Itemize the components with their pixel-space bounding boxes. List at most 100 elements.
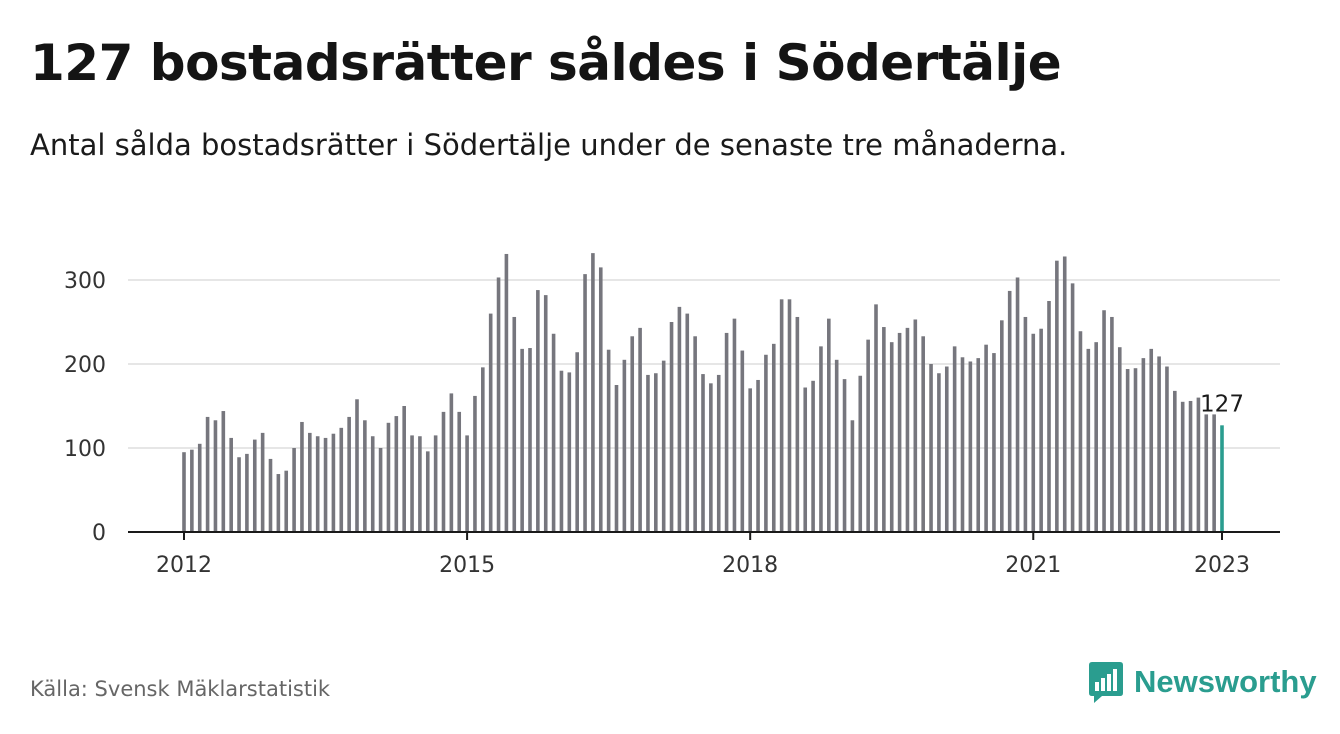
bar xyxy=(669,322,674,532)
bar xyxy=(976,358,981,532)
bar xyxy=(779,299,784,532)
y-tick-label: 100 xyxy=(64,437,106,462)
bar xyxy=(913,319,918,532)
bar xyxy=(606,349,611,532)
bar-chart: 0 100 200 300 2012 2015 2018 2021 2023 127 xyxy=(64,253,1280,578)
bar xyxy=(323,437,328,532)
bar xyxy=(1188,400,1193,532)
bar xyxy=(347,416,351,532)
bar xyxy=(1031,333,1036,532)
source-note: Källa: Svensk Mäklarstatistik xyxy=(30,677,331,701)
bar xyxy=(1055,260,1059,532)
bar xyxy=(834,359,839,532)
bar xyxy=(551,333,556,532)
bar xyxy=(1102,310,1106,532)
bar xyxy=(1070,283,1075,532)
bar xyxy=(1094,342,1098,532)
bar xyxy=(355,399,359,532)
chart-title: 127 bostadsrätter såldes i Södertälje xyxy=(30,34,1062,92)
y-tick-label: 0 xyxy=(92,521,106,546)
bar xyxy=(764,354,768,532)
bar xyxy=(819,346,823,532)
bar xyxy=(1141,358,1146,532)
bar xyxy=(1047,301,1051,532)
bar xyxy=(1117,347,1122,532)
bar xyxy=(614,385,619,532)
bar xyxy=(929,364,933,532)
bar xyxy=(528,348,532,532)
bar xyxy=(559,370,564,532)
bar xyxy=(598,267,603,532)
bar xyxy=(284,470,289,532)
bar xyxy=(756,379,760,532)
bar xyxy=(992,353,996,532)
bar xyxy=(889,342,894,532)
brand-logo[interactable]: Newsworthy xyxy=(1088,660,1317,704)
bar xyxy=(701,374,705,532)
bar xyxy=(221,411,226,532)
bar xyxy=(960,357,965,532)
bar xyxy=(575,352,579,532)
bar xyxy=(630,336,635,532)
highlight-value-label: 127 xyxy=(1200,391,1244,417)
bar xyxy=(441,411,446,532)
bar xyxy=(850,420,855,532)
bar xyxy=(331,433,336,532)
bar xyxy=(245,453,249,532)
bar xyxy=(583,274,587,532)
bar xyxy=(677,306,682,532)
bar xyxy=(795,316,800,532)
bar xyxy=(252,439,257,532)
bar xyxy=(504,253,509,532)
bar xyxy=(803,387,808,532)
highlight-bar xyxy=(1220,425,1224,532)
bar xyxy=(937,373,941,532)
bar xyxy=(968,361,973,532)
bar xyxy=(308,432,312,532)
bar xyxy=(449,393,454,532)
bar xyxy=(646,374,650,532)
bar xyxy=(520,348,524,532)
bar xyxy=(292,448,296,532)
bar xyxy=(693,336,697,532)
bar xyxy=(1173,390,1177,532)
bar xyxy=(724,332,729,532)
bar xyxy=(237,457,241,532)
bar xyxy=(1149,348,1154,532)
bar xyxy=(748,388,752,532)
bar xyxy=(897,332,902,532)
bar xyxy=(465,435,469,532)
bar xyxy=(536,290,540,532)
bar xyxy=(591,253,595,532)
bar xyxy=(229,437,233,532)
bar xyxy=(874,304,878,532)
bar xyxy=(425,451,430,532)
bar xyxy=(866,339,870,532)
axes xyxy=(128,531,1280,540)
y-tick-label: 200 xyxy=(64,353,106,378)
bar xyxy=(1110,316,1114,532)
bar xyxy=(740,350,745,532)
bar xyxy=(386,422,391,532)
newsworthy-logo-icon xyxy=(1089,662,1123,703)
bar xyxy=(567,372,572,532)
bar xyxy=(260,432,265,532)
bar xyxy=(1007,290,1012,532)
bar xyxy=(410,435,414,532)
bar xyxy=(1125,369,1130,532)
bar xyxy=(1212,414,1216,532)
bar xyxy=(339,427,344,532)
x-tick-label: 2023 xyxy=(1194,553,1250,578)
bar xyxy=(1204,414,1209,532)
bar xyxy=(1039,328,1043,532)
bar xyxy=(1023,316,1028,532)
bar xyxy=(363,420,367,532)
bar xyxy=(378,448,383,532)
bar xyxy=(1196,397,1201,532)
bar xyxy=(944,366,949,532)
bar xyxy=(190,449,194,532)
bar xyxy=(685,313,690,532)
bar xyxy=(622,359,627,532)
bar xyxy=(858,375,863,532)
bar xyxy=(276,474,281,532)
